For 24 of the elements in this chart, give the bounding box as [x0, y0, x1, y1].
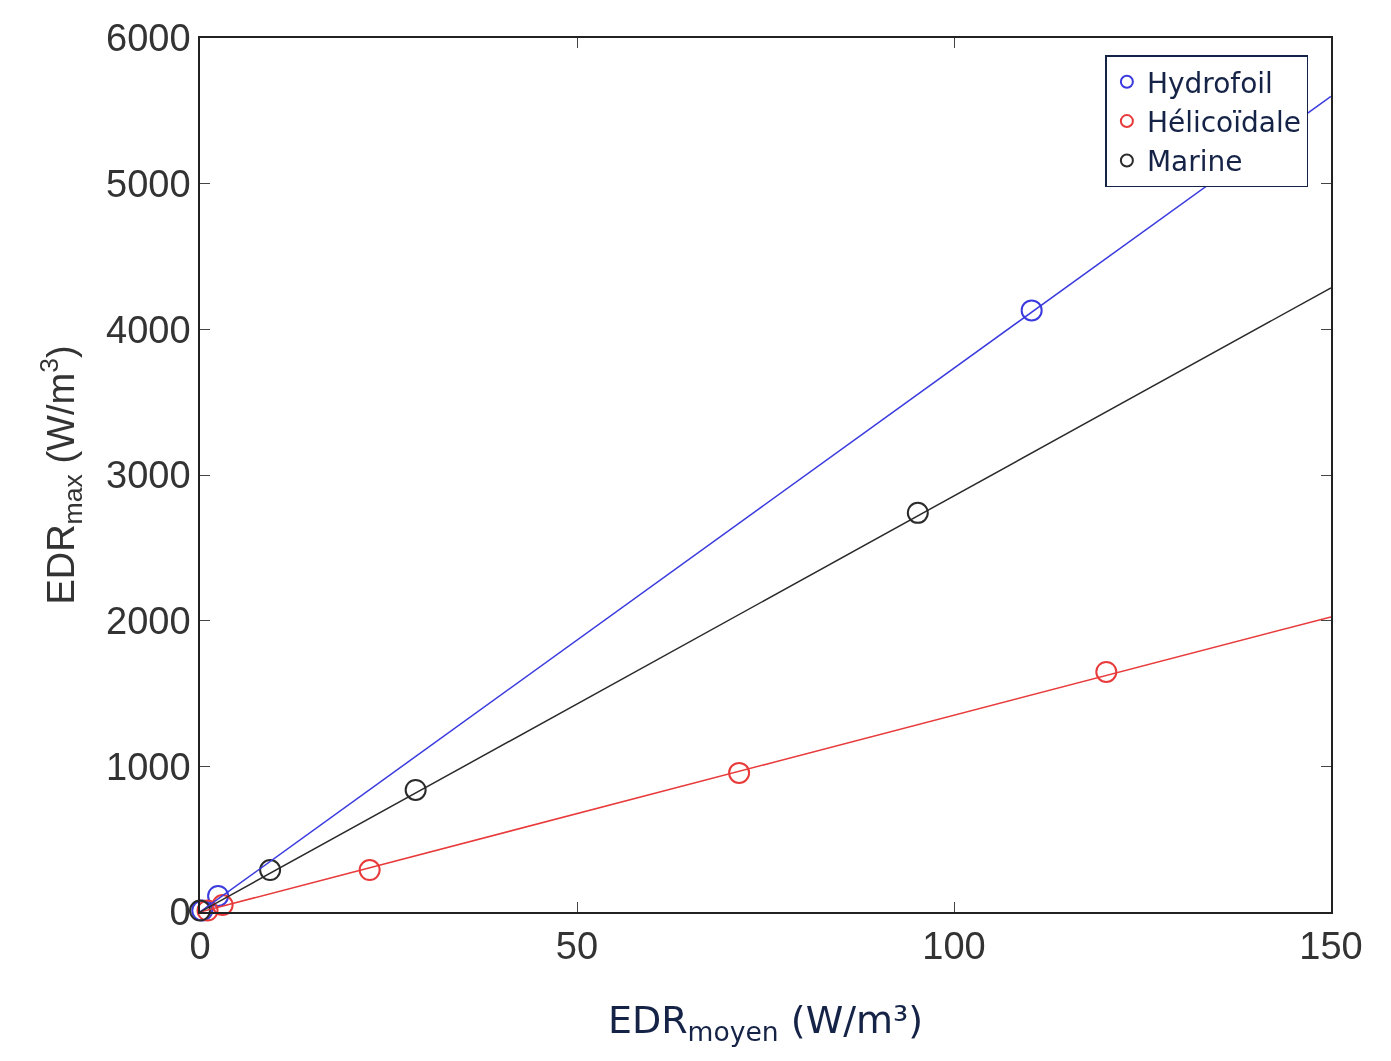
y-tick-label: 0	[169, 891, 191, 934]
point	[196, 899, 219, 922]
y-tick-label: 3000	[106, 454, 191, 497]
point	[1095, 660, 1118, 683]
y-tick-label: 6000	[106, 17, 191, 60]
legend-label: Hydrofoil	[1146, 66, 1273, 100]
point	[728, 761, 751, 784]
y-tick-label: 4000	[106, 308, 191, 351]
legend-label: Marine	[1146, 145, 1243, 179]
x-tick-label: 100	[922, 925, 986, 968]
x-tick-label: 50	[555, 925, 599, 968]
y-tick-label: 1000	[106, 745, 191, 788]
point	[211, 894, 234, 916]
point	[906, 501, 929, 524]
x-tick-label: 150	[1299, 925, 1363, 968]
x-axis-title: EDR$_{moyen}$ (W/m³)	[607, 997, 924, 1047]
y-tick-label: 5000	[106, 162, 191, 205]
legend-label: Hélicoïdale	[1146, 106, 1301, 139]
point	[1020, 299, 1043, 322]
point	[404, 778, 427, 801]
point	[358, 859, 381, 882]
y-tick-label: 2000	[106, 599, 191, 642]
point	[259, 859, 282, 882]
point	[207, 884, 230, 907]
